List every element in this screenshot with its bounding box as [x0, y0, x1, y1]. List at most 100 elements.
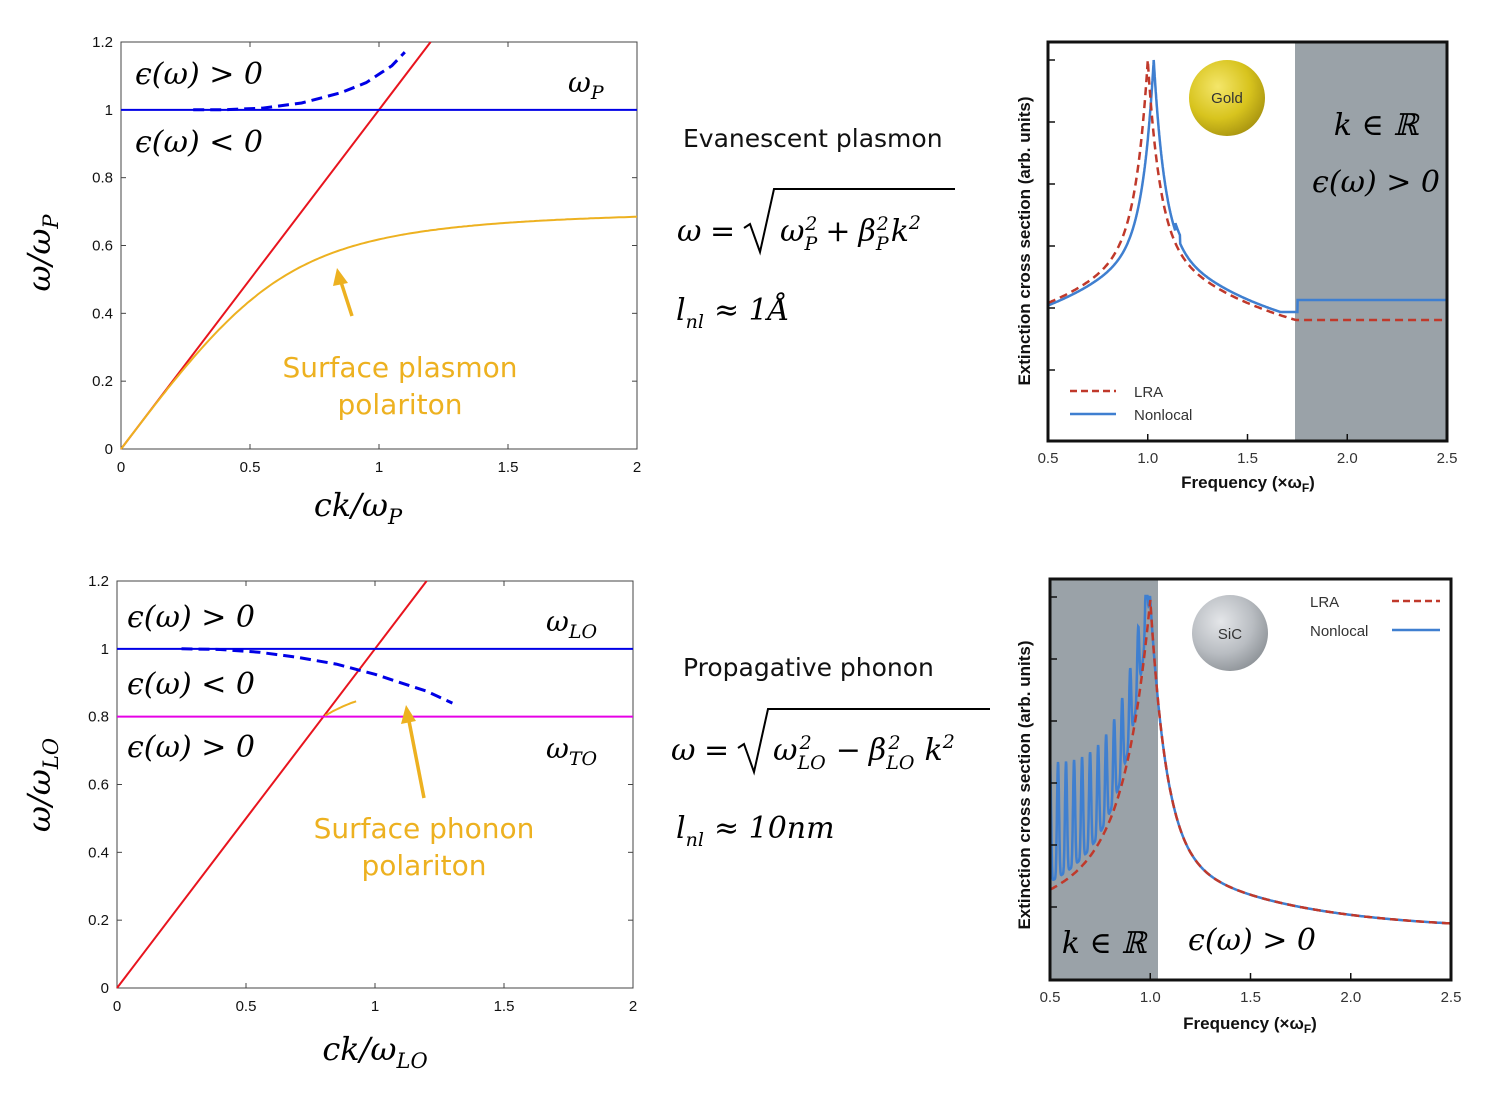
surface-phonon-curve — [324, 700, 357, 717]
svg-text:ω: ω — [671, 733, 695, 768]
lra-curve — [1047, 59, 1447, 322]
ticks: 0.5 1.0 1.5 2.0 2.5 — [1040, 596, 1462, 1006]
x-tick-label: 2.5 — [1441, 989, 1462, 1006]
spp-label-2: polariton — [338, 388, 463, 421]
legend-lra-label: LRA — [1134, 384, 1163, 401]
eps-positive-label: ϵ(ω) > 0 — [135, 57, 263, 92]
x-tick-label: 1.5 — [494, 998, 515, 1015]
omega-lo-label: ωLO — [546, 605, 597, 643]
x-tick-label: 2.0 — [1337, 450, 1358, 467]
plasmon-length: lnl ≈ 1Å — [676, 292, 789, 333]
y-tick-label: 0 — [105, 441, 113, 458]
spp-label-1: Surface plasmon — [282, 351, 517, 384]
x-axis-label: ck/ωLO — [322, 1030, 427, 1073]
sphp-arrow — [401, 705, 426, 799]
x-tick-label: 0.5 — [1038, 450, 1059, 467]
y-tick-label: 0.8 — [88, 709, 109, 726]
y-tick-label: 1 — [101, 641, 109, 658]
sic-extinction-plot: 0.5 1.0 1.5 2.0 2.5 SiC LRA Nonlocal k ∈ ℝ ϵ… — [1015, 577, 1462, 1036]
series — [116, 580, 633, 989]
x-tick-label: 2 — [629, 998, 637, 1015]
y-tick-label: 1.2 — [88, 573, 109, 590]
surface-plasmon-curve — [120, 215, 637, 450]
y-axis-label: Extinction cross section (arb. units) — [1015, 96, 1034, 385]
phonon-dispersion-plot: 0 0.2 0.4 0.6 0.8 1 1.2 0 0.5 1 1.5 2 ϵ(ω) > 0 ϵ(ω… — [20, 573, 637, 1073]
x-tick-label: 0.5 — [236, 998, 257, 1015]
series — [1047, 59, 1447, 322]
plasmon-formula: ω = ωP2 + βP2k2 — [677, 188, 955, 256]
y-ticks: 0 0.2 0.4 0.6 0.8 1 1.2 — [92, 34, 637, 458]
y-tick-label: 0.2 — [92, 373, 113, 390]
omega-to-label: ωTO — [546, 732, 598, 770]
x-tick-label: 0 — [117, 459, 125, 476]
plot-frame — [116, 580, 634, 989]
omega-p-label: ωP — [568, 66, 605, 104]
phonon-formula: ω = ωLO2− βLO2 k2 — [671, 708, 990, 776]
x-tick-label: 2 — [633, 459, 641, 476]
nonlocal-curve — [1047, 59, 1447, 314]
series — [1048, 594, 1451, 925]
x-axis-label: Frequency (×ωF) — [1183, 1014, 1317, 1036]
svg-text:=: = — [704, 733, 729, 768]
x-tick-label: 1.5 — [1237, 450, 1258, 467]
y-axis-label: Extinction cross section (arb. units) — [1015, 640, 1034, 929]
svg-text:ω: ω — [677, 214, 701, 249]
y-tick-label: 0.6 — [92, 238, 113, 255]
plasmon-dispersion-plot: 0 0.2 0.4 0.6 0.8 1 1.2 0 0.5 1 1.5 2 ϵ(ω) > 0 ϵ(ω… — [20, 34, 641, 529]
gold-extinction-plot: 0.5 1.0 1.5 2.0 2.5 Gold k ∈ ℝ ϵ(ω) > 0 LRA … — [1015, 40, 1458, 495]
plasmon-info: Evanescent plasmon ω = ωP2 + βP2k2 lnl ≈ 1Å… — [671, 124, 990, 851]
eps-positive-upper-label: ϵ(ω) > 0 — [127, 600, 255, 635]
plasmon-title: Evanescent plasmon — [683, 124, 943, 153]
y-tick-label: 0 — [101, 980, 109, 997]
x-tick-label: 1.5 — [498, 459, 519, 476]
legend-nonlocal-label: Nonlocal — [1134, 407, 1192, 424]
x-ticks: 0 0.5 1 1.5 2 — [117, 42, 641, 476]
legend-lra-label: LRA — [1310, 594, 1339, 611]
x-tick-label: 2.0 — [1340, 989, 1361, 1006]
shaded-region — [1295, 42, 1447, 441]
y-tick-label: 1.2 — [92, 34, 113, 51]
y-tick-label: 0.6 — [88, 777, 109, 794]
x-tick-label: 0.5 — [240, 459, 261, 476]
y-axis-label: ω/ωLO — [20, 738, 63, 832]
x-tick-label: 2.5 — [1437, 450, 1458, 467]
eps-negative-label: ϵ(ω) < 0 — [127, 667, 255, 702]
ticks: 0.5 1.0 1.5 2.0 2.5 — [1038, 59, 1458, 467]
x-tick-label: 0 — [113, 998, 121, 1015]
sic-particle-label: SiC — [1218, 626, 1242, 643]
bulk-dispersion-dashed — [181, 647, 454, 705]
y-tick-label: 0.4 — [92, 305, 113, 322]
y-tick-label: 0.8 — [92, 170, 113, 187]
legend-nonlocal-label: Nonlocal — [1310, 623, 1368, 640]
bulk-dispersion-dashed — [193, 51, 406, 112]
phonon-length: lnl ≈ 10nm — [676, 811, 835, 851]
gold-particle — [1189, 60, 1265, 136]
light-line — [116, 580, 428, 989]
x-tick-label: 1.0 — [1137, 450, 1158, 467]
gold-particle-label: Gold — [1211, 90, 1243, 107]
svg-text:ωP2+βP2k2: ωP2 + βP2k2 — [780, 212, 921, 255]
svg-text:=: = — [710, 214, 735, 249]
x-ticks: 0 0.5 1 1.5 2 — [113, 581, 637, 1015]
x-tick-label: 1 — [375, 459, 383, 476]
eps-negative-label: ϵ(ω) < 0 — [135, 125, 263, 160]
k-real-label: k ∈ ℝ — [1334, 108, 1420, 143]
lra-curve — [1049, 599, 1451, 925]
y-ticks: 0 0.2 0.4 0.6 0.8 1 1.2 — [88, 573, 633, 997]
series — [120, 41, 637, 450]
x-axis-label: Frequency (×ωF) — [1181, 473, 1315, 495]
y-tick-label: 1 — [105, 102, 113, 119]
y-tick-label: 0.4 — [88, 844, 109, 861]
k-real-label: k ∈ ℝ — [1062, 926, 1148, 961]
x-tick-label: 1.5 — [1240, 989, 1261, 1006]
eps-positive-label: ϵ(ω) > 0 — [1188, 923, 1316, 958]
x-tick-label: 1 — [371, 998, 379, 1015]
eps-positive-lower-label: ϵ(ω) > 0 — [127, 730, 255, 765]
phonon-title: Propagative phonon — [683, 653, 934, 682]
y-axis-label: ω/ωP — [20, 214, 63, 292]
sic-particle — [1192, 595, 1268, 671]
sphp-label-1: Surface phonon — [314, 812, 535, 845]
